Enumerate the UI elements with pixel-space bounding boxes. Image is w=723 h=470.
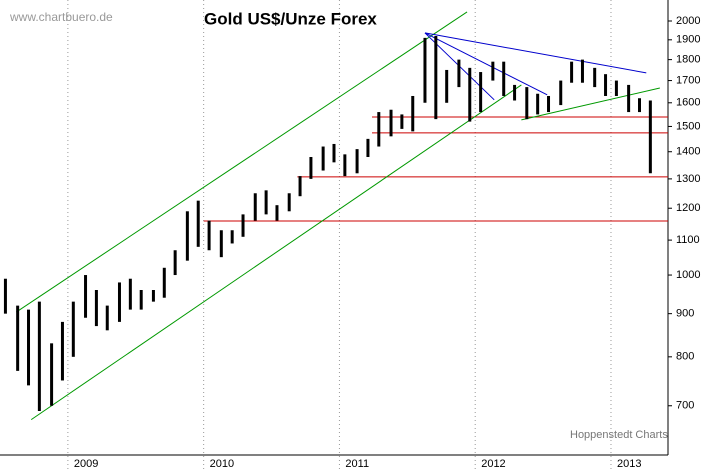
x-tick-label: 2010 <box>210 458 234 470</box>
trend-line <box>16 11 468 313</box>
source: www.chartbuero.de <box>9 10 113 24</box>
trend-line <box>424 32 548 96</box>
y-tick-label: 800 <box>676 351 694 363</box>
y-tick-label: 1700 <box>676 74 700 86</box>
trend-line <box>30 84 522 421</box>
y-tick-label: 1000 <box>676 269 700 281</box>
y-tick-label: 2000 <box>676 15 700 27</box>
y-tick-label: 1400 <box>676 146 700 158</box>
x-tick-label: 2012 <box>481 458 505 470</box>
y-tick-label: 1100 <box>676 234 700 246</box>
trend-line <box>424 32 647 74</box>
credit: Hoppenstedt Charts <box>570 429 668 441</box>
y-tick-label: 700 <box>676 400 694 412</box>
x-tick-label: 2011 <box>345 458 369 470</box>
chart-title: Gold US$/Unze Forex <box>204 9 377 28</box>
y-tick-label: 1600 <box>676 97 700 109</box>
x-tick-label: 2009 <box>74 458 98 470</box>
trend-line <box>521 87 660 121</box>
y-tick-label: 1900 <box>676 34 700 46</box>
y-tick-label: 1200 <box>676 202 700 214</box>
y-tick-label: 1300 <box>676 173 700 185</box>
y-tick-label: 1800 <box>676 54 700 66</box>
y-tick-label: 1500 <box>676 120 700 132</box>
x-tick-label: 2013 <box>617 458 641 470</box>
y-tick-label: 900 <box>676 308 694 320</box>
